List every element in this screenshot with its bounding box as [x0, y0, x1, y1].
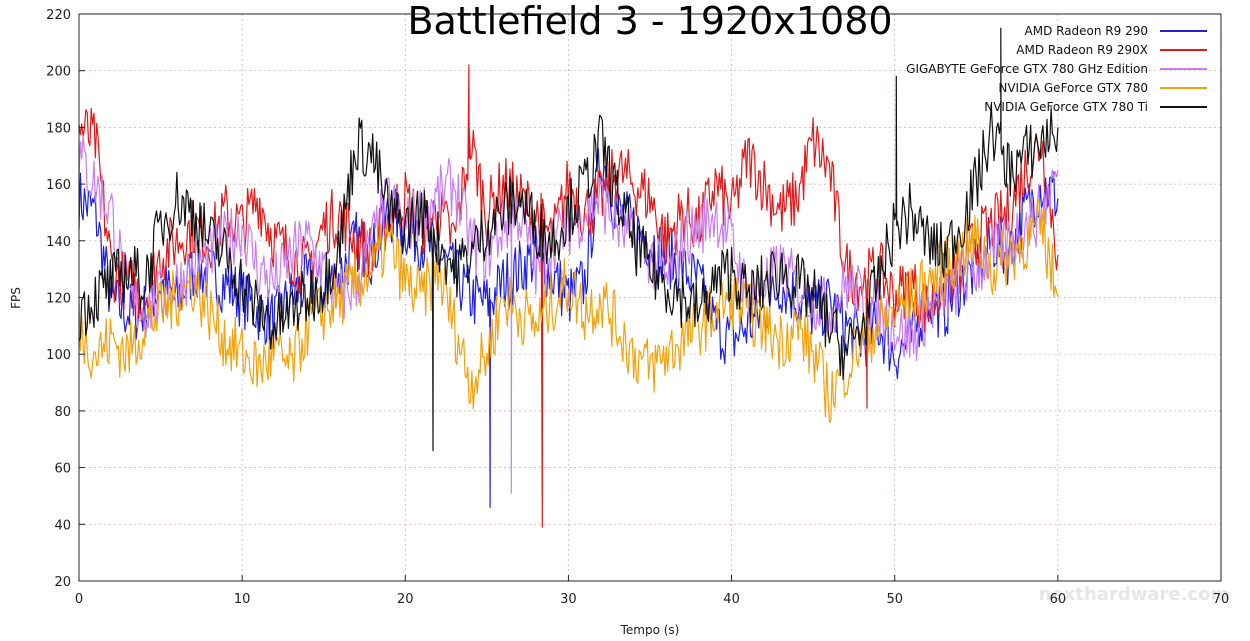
y-tick-label: 160: [46, 178, 71, 193]
y-axis-ticks: 20 40 60 80 100 120 140 160 180 200 220: [46, 8, 85, 590]
x-tick-label: 0: [75, 592, 83, 607]
legend-label: NVIDIA GeForce GTX 780 Ti: [984, 100, 1148, 114]
watermark-text: nexthardware.com: [1039, 584, 1229, 605]
x-tick-label: 40: [723, 592, 740, 607]
y-tick-label: 180: [46, 121, 71, 136]
x-tick-label: 70: [1213, 592, 1230, 607]
y-tick-label: 200: [46, 65, 71, 80]
series-line-4: [78, 27, 1059, 452]
series-lines: [78, 27, 1059, 528]
x-tick-label: 50: [886, 592, 903, 607]
x-tick-label: 10: [234, 592, 251, 607]
y-tick-label: 80: [54, 405, 71, 420]
series-line-3: [78, 199, 1059, 423]
legend-label: AMD Radeon R9 290: [1025, 24, 1149, 38]
legend-label: GIGABYTE GeForce GTX 780 GHz Edition: [906, 62, 1148, 76]
x-axis-ticks: 0 10 20 30 40 50 60 70: [75, 575, 1229, 607]
y-axis-label: FPS: [9, 287, 23, 309]
legend: AMD Radeon R9 290 AMD Radeon R9 290X GIGAB…: [906, 24, 1207, 114]
series-line-1: [78, 64, 1059, 528]
chart-title: Battlefield 3 - 1920x1080: [407, 0, 892, 43]
x-tick-label: 30: [560, 592, 577, 607]
y-tick-label: 100: [46, 348, 71, 363]
x-axis-label: Tempo (s): [620, 623, 680, 637]
y-tick-label: 220: [46, 8, 71, 23]
y-tick-label: 60: [54, 462, 71, 477]
series-line-0: [78, 147, 1059, 508]
legend-label: NVIDIA GeForce GTX 780: [998, 81, 1148, 95]
x-tick-label: 20: [397, 592, 414, 607]
y-tick-label: 140: [46, 235, 71, 250]
y-tick-label: 20: [54, 575, 71, 590]
y-tick-label: 40: [54, 518, 71, 533]
y-tick-label: 120: [46, 292, 71, 307]
legend-label: AMD Radeon R9 290X: [1016, 43, 1148, 57]
x-tick-label: 60: [1050, 592, 1067, 607]
